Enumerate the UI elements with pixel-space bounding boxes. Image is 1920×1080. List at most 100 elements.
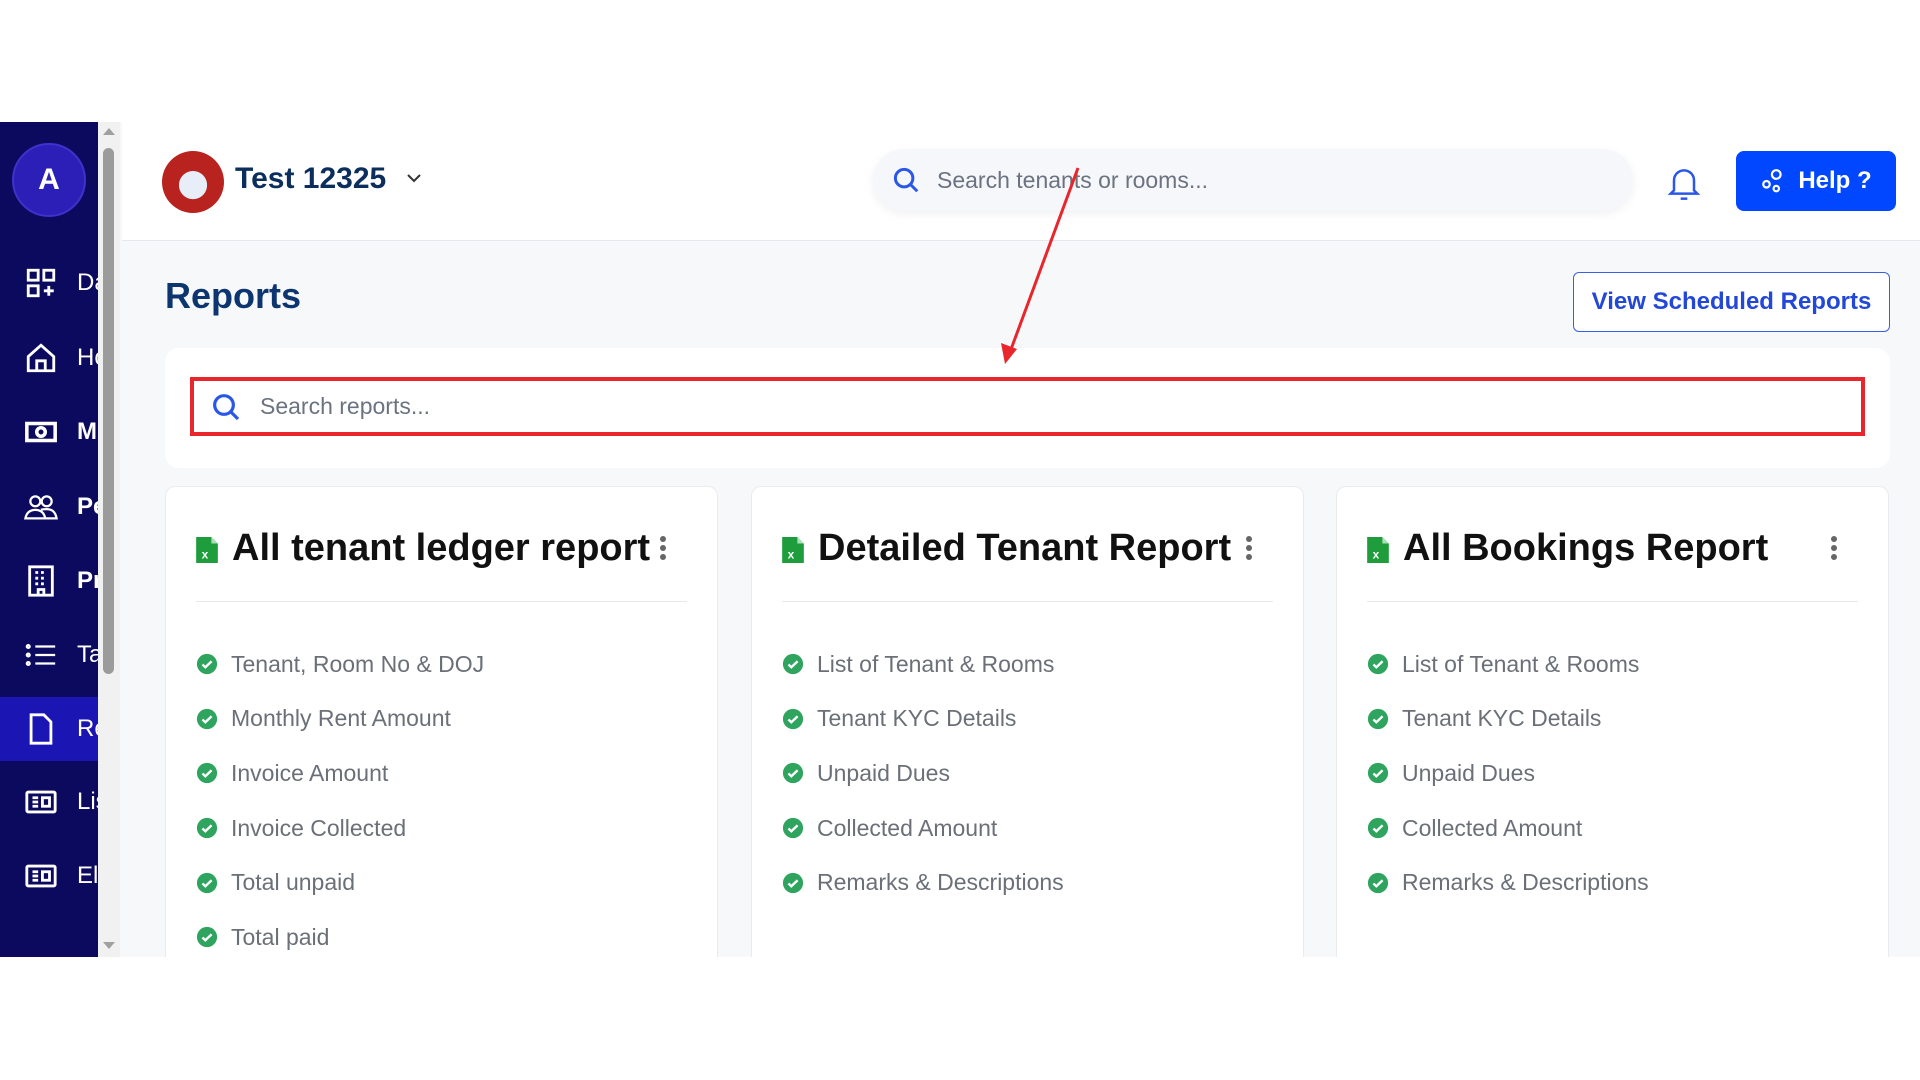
sidebar-item-properties[interactable]: Pr: [0, 549, 98, 613]
feature-label: Tenant, Room No & DOJ: [231, 650, 485, 677]
excel-file-icon: x: [1367, 537, 1389, 563]
report-features: List of Tenant & Rooms Tenant KYC Details…: [782, 637, 1064, 910]
more-options-icon[interactable]: [1245, 535, 1253, 561]
feature-label: List of Tenant & Rooms: [817, 650, 1055, 677]
more-options-icon[interactable]: [659, 535, 667, 561]
check-circle-icon: [196, 927, 218, 948]
check-circle-icon: [196, 763, 218, 784]
check-circle-icon: [1367, 763, 1389, 784]
help-button[interactable]: Help ?: [1736, 151, 1896, 211]
sidebar-label: Re: [77, 715, 98, 742]
tenant-search-input[interactable]: [937, 166, 1537, 194]
scrollbar-thumb[interactable]: [103, 148, 114, 674]
sidebar-item-listings[interactable]: Lis: [0, 770, 98, 834]
report-icon: [29, 713, 53, 745]
feature-label: Collected Amount: [1402, 814, 1583, 841]
report-card[interactable]: x Detailed Tenant Report List of Tenant …: [751, 486, 1304, 957]
feature-item: Total paid: [196, 910, 484, 957]
sidebar-label: El: [77, 862, 98, 889]
check-circle-icon: [782, 763, 804, 784]
chevron-down-icon[interactable]: [402, 166, 426, 190]
sidebar-label: Lis: [77, 788, 98, 815]
feature-label: Remarks & Descriptions: [1402, 869, 1649, 896]
divider: [196, 601, 687, 602]
sidebar-scrollbar[interactable]: [98, 122, 120, 957]
user-avatar[interactable]: A: [12, 143, 86, 217]
listing-icon: [25, 790, 57, 814]
check-circle-icon: [782, 872, 804, 893]
view-scheduled-reports-button[interactable]: View Scheduled Reports: [1573, 272, 1890, 332]
report-search-input[interactable]: [260, 393, 1760, 420]
check-circle-icon: [1367, 817, 1389, 839]
check-circle-icon: [1367, 654, 1389, 675]
feature-item: Unpaid Dues: [782, 746, 1064, 801]
report-title[interactable]: Detailed Tenant Report: [818, 527, 1232, 569]
check-circle-icon: [782, 654, 804, 675]
excel-file-icon: x: [782, 537, 804, 563]
sidebar-item-tasks[interactable]: Ta: [0, 623, 98, 687]
list-icon: [25, 643, 56, 667]
feature-item: Collected Amount: [782, 801, 1064, 856]
report-features: Tenant, Room No & DOJ Monthly Rent Amount…: [196, 637, 484, 957]
sidebar-item-dashboard[interactable]: Da: [0, 251, 98, 315]
report-card[interactable]: x All tenant ledger report Tenant, Room …: [165, 486, 718, 957]
sidebar-item-money[interactable]: M: [0, 400, 98, 464]
scroll-down-icon[interactable]: [103, 942, 115, 949]
feature-label: Unpaid Dues: [1402, 759, 1535, 786]
scroll-up-icon[interactable]: [103, 128, 115, 135]
check-circle-icon: [196, 708, 218, 729]
sidebar-item-reports[interactable]: Re: [0, 697, 98, 761]
report-card[interactable]: x All Bookings Report List of Tenant & R…: [1336, 486, 1889, 957]
meter-icon: [25, 864, 57, 888]
check-circle-icon: [1367, 708, 1389, 729]
tenant-search[interactable]: [873, 149, 1633, 211]
sidebar-label: Da: [77, 269, 98, 296]
property-selector[interactable]: Test 12325: [235, 162, 387, 195]
feature-label: Total unpaid: [231, 869, 356, 896]
bell-icon[interactable]: [1664, 162, 1704, 202]
help-label: Help ?: [1798, 167, 1872, 194]
feature-item: Remarks & Descriptions: [782, 855, 1064, 910]
feature-label: Unpaid Dues: [817, 759, 950, 786]
feature-label: Remarks & Descriptions: [817, 869, 1064, 896]
dashboard-icon: [26, 268, 56, 298]
feature-item: List of Tenant & Rooms: [1367, 637, 1649, 692]
report-title[interactable]: All tenant ledger report: [232, 527, 651, 569]
report-features: List of Tenant & Rooms Tenant KYC Details…: [1367, 637, 1649, 910]
sidebar-item-home[interactable]: Ho: [0, 326, 98, 390]
check-circle-icon: [196, 872, 218, 893]
feature-item: Tenant KYC Details: [1367, 692, 1649, 747]
report-title[interactable]: All Bookings Report: [1403, 527, 1769, 569]
money-icon: [25, 421, 57, 443]
svg-text:x: x: [202, 548, 209, 562]
excel-file-icon: x: [196, 537, 218, 563]
page-title: Reports: [165, 275, 302, 316]
feature-label: Invoice Collected: [231, 814, 407, 841]
search-icon: [893, 167, 919, 193]
svg-text:x: x: [1373, 548, 1380, 562]
check-circle-icon: [196, 654, 218, 675]
check-circle-icon: [1367, 872, 1389, 893]
property-logo: [162, 151, 224, 213]
feature-label: Tenant KYC Details: [1402, 705, 1602, 732]
feature-item: Total unpaid: [196, 855, 484, 910]
sidebar-label: Pe: [77, 493, 98, 520]
sidebar-item-people[interactable]: Pe: [0, 475, 98, 539]
feature-item: Remarks & Descriptions: [1367, 855, 1649, 910]
more-options-icon[interactable]: [1830, 535, 1838, 561]
feature-label: Tenant KYC Details: [817, 705, 1017, 732]
feature-item: Invoice Amount: [196, 746, 484, 801]
app: A Da Ho M Pe Pr Ta Re Lis El: [0, 122, 1920, 957]
sidebar-label: Ho: [77, 344, 98, 371]
sidebar-item-electricity[interactable]: El: [0, 844, 98, 908]
sidebar-label: Pr: [77, 567, 98, 594]
feature-label: Monthly Rent Amount: [231, 705, 451, 732]
report-search-field[interactable]: [190, 377, 1865, 436]
check-circle-icon: [782, 708, 804, 729]
svg-text:x: x: [788, 548, 795, 562]
feature-label: Total paid: [231, 923, 330, 950]
feature-item: List of Tenant & Rooms: [782, 637, 1064, 692]
check-circle-icon: [782, 817, 804, 839]
feature-label: Invoice Amount: [231, 759, 389, 786]
top-header: Test 12325 Help ?: [122, 122, 1920, 241]
